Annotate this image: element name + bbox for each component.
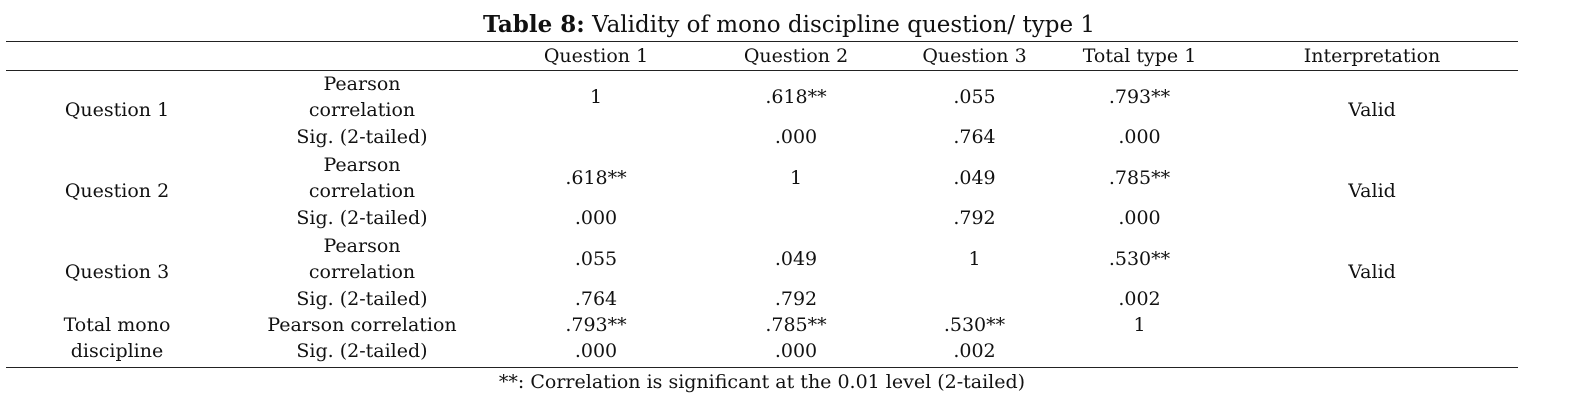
table-row: Question 3 Pearson correlation .055 .049… [6,231,1518,286]
table-cell [1053,338,1226,364]
table-cell: .000 [1118,207,1161,229]
table-cell: .530** [1108,247,1171,270]
header-row: Question 1 Question 2 Question 3 Total t… [6,43,1518,69]
sig-label: Sig. (2-tailed) [296,126,428,148]
row-label-total-line1: Total mono [63,314,171,336]
table-cell: .785** [765,314,827,336]
table-cell: .000 [574,207,618,229]
pearson-label: Pearson correlation [228,150,496,205]
table-cell: .792 [953,207,996,229]
interpretation-cell-empty [1226,312,1518,364]
table-cell: .785** [1108,166,1171,189]
header-cell-empty-2 [228,43,496,69]
row-label: Question 3 [64,260,170,283]
top-rule [6,41,1518,42]
table-row: Sig. (2-tailed) .000 .000 .002 [6,338,1518,364]
validity-table: Question 1 Question 2 Question 3 Total t… [6,43,1518,364]
table-title-text: Validity of mono discipline question/ ty… [592,12,1096,38]
pearson-label: Pearson correlation [267,314,457,336]
pearson-label: Pearson correlation [228,69,496,124]
table-row: Sig. (2-tailed) .000 .764 .000 [6,124,1518,150]
table-cell: .055 [953,85,996,108]
bottom-rule [6,367,1518,368]
pearson-label-line1: Pearson [323,234,401,257]
table-cell [896,286,1053,312]
header-cell-empty-1 [6,43,228,69]
row-label: Question 2 [64,179,170,202]
table-cell: .000 [574,340,618,362]
table-cell: .055 [574,247,618,270]
pearson-label-line1: Pearson [323,72,401,95]
table-cell: .530** [943,314,1006,336]
table-cell: .793** [565,314,627,336]
header-question-3: Question 3 [922,45,1027,67]
table-cell: .793** [1108,85,1171,108]
table-title: Table 8: Validity of mono discipline que… [0,10,1578,40]
pearson-label-line2: correlation [308,260,416,283]
header-question-2: Question 2 [743,45,849,67]
table-cell: .000 [774,340,818,362]
table-title-label: Table 8: [482,11,585,38]
sig-label: Sig. (2-tailed) [296,340,428,362]
table-cell: .764 [574,288,618,310]
table-cell: 1 [1133,314,1146,336]
table-row: Question 1 Pearson correlation 1 .618** … [6,69,1518,124]
table-row: Total mono discipline Pearson correlatio… [6,312,1518,362]
sig-label: Sig. (2-tailed) [296,207,428,229]
table-cell: .618** [765,85,827,108]
table-cell: .049 [774,247,818,270]
row-label-total-line2: discipline [70,340,164,362]
table-footnote: **: Correlation is significant at the 0.… [498,371,1026,393]
table-cell [696,205,896,231]
row-label-total: Total mono discipline [6,312,228,364]
table-cell: .049 [953,166,996,189]
table-row: Sig. (2-tailed) .000 .792 .000 [6,205,1518,231]
table-cell: .002 [1118,288,1161,310]
table-cell: .000 [1118,126,1161,148]
header-rule [6,70,1518,71]
pearson-label: Pearson correlation [228,231,496,286]
pearson-label-line1: Pearson [323,153,401,176]
interpretation-cell: Valid [1348,98,1396,121]
table-cell [496,124,696,150]
table-cell: .792 [774,288,818,310]
pearson-label-line2: correlation [308,98,416,121]
table-cell: 1 [789,166,803,189]
pearson-label-line2: correlation [308,179,416,202]
table-cell: .000 [774,126,818,148]
table-cell: .764 [953,126,996,148]
table-cell: .618** [565,166,627,189]
interpretation-cell: Valid [1348,179,1396,202]
interpretation-cell: Valid [1348,260,1396,283]
table-cell: .002 [953,340,996,362]
table-cell: 1 [589,85,603,108]
row-label: Question 1 [64,98,170,121]
header-question-1: Question 1 [543,45,649,67]
table-row: Question 2 Pearson correlation .618** 1 … [6,150,1518,205]
table-row: Sig. (2-tailed) .764 .792 .002 [6,286,1518,312]
header-interpretation: Interpretation [1303,45,1441,67]
sig-label: Sig. (2-tailed) [296,288,428,310]
table-cell: 1 [968,247,981,270]
header-total-type-1: Total type 1 [1082,45,1197,67]
